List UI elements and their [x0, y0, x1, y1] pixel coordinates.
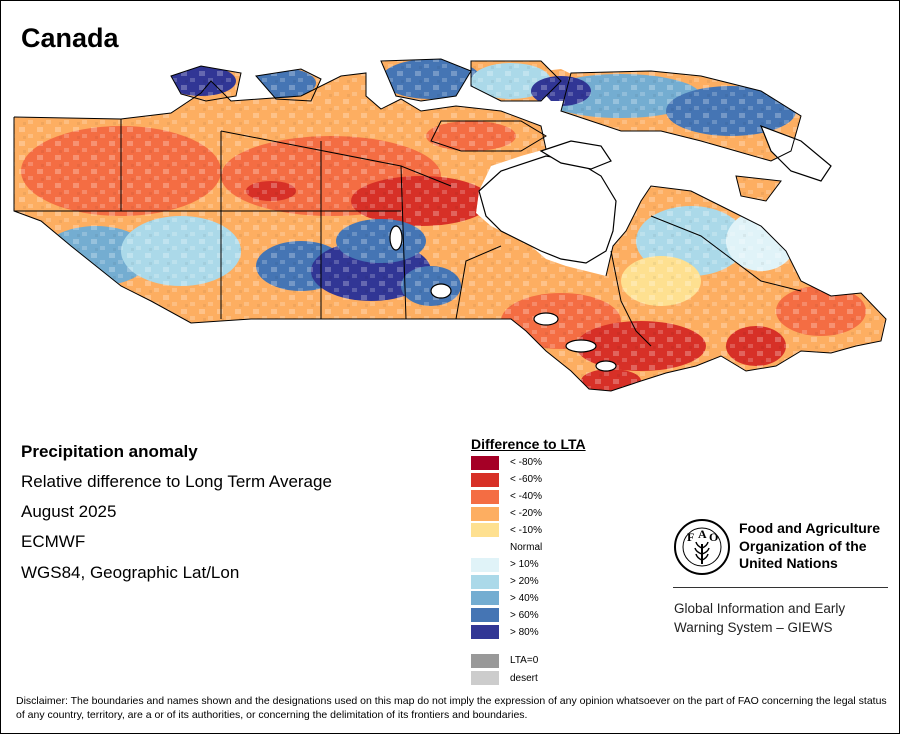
legend-label-normal: Normal [510, 542, 543, 553]
emblem-letter-f: F [687, 530, 694, 544]
legend-label-gt-20: > 20% [510, 576, 539, 587]
legend-label-lt-80: < -80% [510, 457, 542, 468]
info-subtitle: Relative difference to Long Term Average [21, 472, 332, 491]
legend-swatch-lt-80 [471, 456, 499, 470]
legend-swatch-lt-40 [471, 490, 499, 504]
fao-name-line-3: United Nations [739, 555, 838, 571]
legend-swatch-gt-60 [471, 608, 499, 622]
baffin-bay [759, 124, 832, 182]
legend-label-lt-10: < -10% [510, 525, 542, 536]
fao-name-line-2: Organization of the [739, 537, 867, 554]
fao-name: Food and Agriculture Organization of the… [739, 520, 880, 573]
giews-name: Global Information and Early Warning Sys… [674, 599, 845, 637]
legend-label-lt-60: < -60% [510, 474, 542, 485]
legend-label-lt-20: < -20% [510, 508, 542, 519]
fao-emblem-icon: F A O [674, 519, 730, 575]
legend-label-lt-40: < -40% [510, 491, 542, 502]
emblem-letter-o: O [709, 530, 718, 544]
legend-swatch-lt-20 [471, 507, 499, 521]
info-model: ECMWF [21, 532, 86, 551]
giews-line-1: Global Information and Early [674, 601, 846, 616]
legend-swatch-desert [471, 671, 499, 685]
legend-swatch-gt-40 [471, 591, 499, 605]
legend-swatch-normal [471, 541, 499, 555]
info-date: August 2025 [21, 502, 117, 521]
legend-swatch-gt-20 [471, 575, 499, 589]
legend-swatch-gt-10 [471, 558, 499, 572]
emblem-letter-a: A [698, 527, 707, 541]
fao-name-line-1: Food and Agriculture [739, 520, 881, 536]
giews-line-2: Warning System – GIEWS [674, 620, 833, 635]
province-boundaries [13, 58, 887, 392]
legend-label-gt-40: > 40% [510, 593, 539, 604]
map-title: Canada [21, 23, 119, 53]
disclaimer: Disclaimer: The boundaries and names sho… [16, 695, 887, 721]
info-projection: WGS84, Geographic Lat/Lon [21, 563, 240, 582]
legend-label-lta-zero: LTA=0 [510, 655, 539, 666]
info-heading: Precipitation anomaly [21, 442, 198, 461]
anomaly-raster [14, 59, 886, 391]
legend-swatch-lt-10 [471, 523, 499, 537]
legend-title: Difference to LTA [471, 436, 586, 452]
legend-swatch-lt-60 [471, 473, 499, 487]
precipitation-anomaly-map [13, 58, 887, 392]
legend-swatch-lta-zero [471, 654, 499, 668]
fao-divider [673, 587, 888, 588]
legend-swatch-gt-80 [471, 625, 499, 639]
legend-label-gt-80: > 80% [510, 627, 539, 638]
water-bodies [389, 124, 832, 372]
legend-label-desert: desert [510, 673, 538, 684]
legend-label-gt-10: > 10% [510, 559, 539, 570]
legend-label-gt-60: > 60% [510, 610, 539, 621]
